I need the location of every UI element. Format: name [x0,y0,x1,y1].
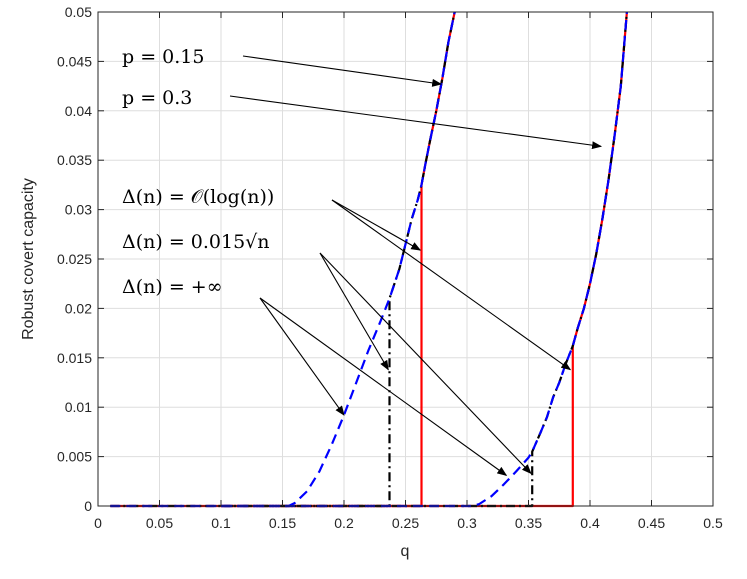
x-tick-label: 0.3 [457,515,477,531]
annotation-label: Δ(n) = 𝒪(log(n)) [122,186,274,208]
annotation-label: Δ(n) = +∞ [122,276,223,298]
x-tick-label: 0.2 [334,515,354,531]
annotation-arrow [259,297,508,476]
x-tick-label: 0.05 [146,515,173,531]
y-tick-label: 0.04 [65,103,92,119]
series-line-blue-dashed [221,11,628,508]
y-axis-label: Robust covert capacity [20,178,37,340]
ticks: 0 0.05 0.1 0.15 0.2 0.25 0.3 0.35 0.4 0.45 0.5 0 0.0… [57,4,723,531]
x-tick-label: 0.5 [703,515,723,531]
annotation-arrow [242,55,443,87]
y-tick-label: 0.03 [65,202,92,218]
annotation-arrow [331,199,572,371]
series-line-blue-dashed [110,11,456,508]
y-tick-label: 0.035 [57,152,92,168]
annotation-label: p = 0.3 [122,87,192,109]
annotation-arrow [331,199,422,251]
y-tick-label: 0.025 [57,251,92,267]
x-tick-label: 0 [94,515,102,531]
y-tick-label: 0.045 [57,53,92,69]
x-tick-label: 0.35 [515,515,542,531]
x-tick-label: 0.25 [392,515,419,531]
annotation-arrow [319,252,389,371]
annotation-label: Δ(n) = 0.015√n [122,231,270,253]
x-tick-label: 0.15 [269,515,296,531]
y-tick-label: 0.015 [57,350,92,366]
annotation-label: p = 0.15 [122,46,204,68]
x-tick-label: 0.1 [211,515,231,531]
annotation-arrow [229,95,603,150]
y-tick-label: 0.05 [65,4,92,20]
x-tick-label: 0.4 [580,515,600,531]
y-tick-label: 0 [84,498,92,514]
y-tick-label: 0.02 [65,300,92,316]
y-tick-label: 0.005 [57,449,92,465]
annotation-arrow [319,252,532,475]
x-tick-label: 0.45 [638,515,665,531]
annotation-arrow [259,297,345,416]
x-axis-label: q [401,543,410,560]
annotations: p = 0.15 p = 0.3 Δ(n) = 𝒪(log(n)) Δ(n) = 0.… [122,46,603,476]
y-tick-label: 0.01 [65,399,92,415]
